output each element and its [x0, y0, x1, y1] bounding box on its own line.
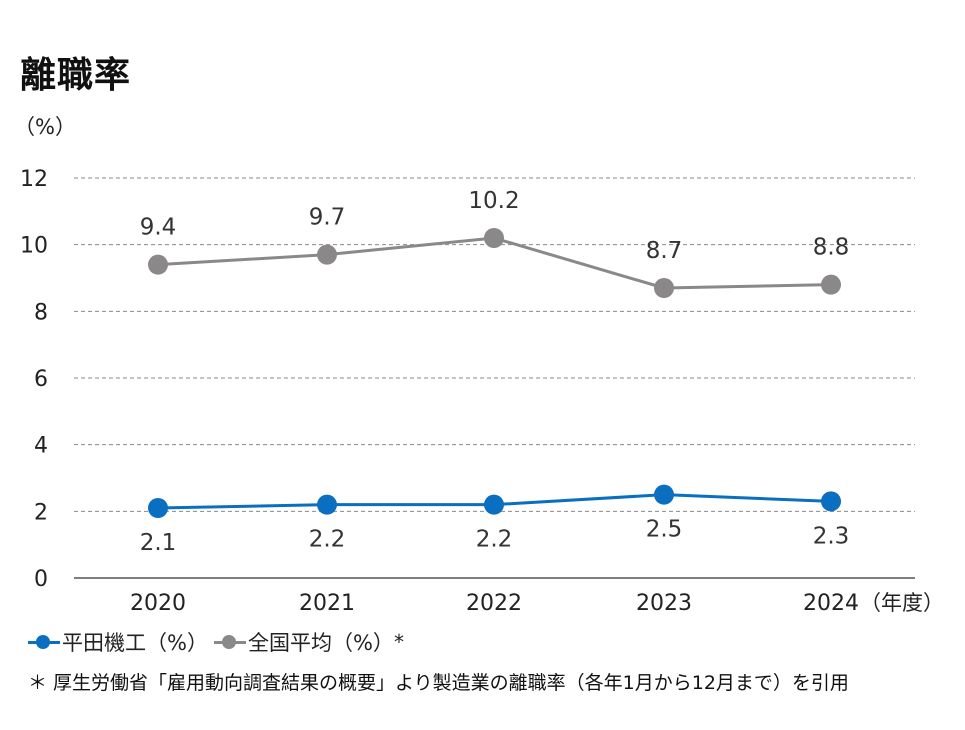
data-label: 9.4: [140, 215, 177, 241]
data-point: [148, 254, 168, 275]
legend-item-hirata: 平田機工（%）: [28, 627, 208, 657]
y-tick-label: 12: [20, 167, 48, 192]
data-point: [317, 244, 337, 265]
data-label: 2.1: [140, 530, 177, 556]
legend-marker-national: [213, 635, 246, 649]
data-point: [654, 278, 674, 298]
data-point: [654, 484, 674, 505]
series-0: 2.1 2.2 2.2 2.5 2.3: [140, 484, 850, 556]
legend-label-national: 全国平均（%）: [247, 631, 394, 655]
data-point: [317, 494, 337, 515]
data-point: [484, 228, 504, 248]
data-label: 2.3: [813, 523, 850, 549]
data-label: 8.8: [813, 235, 850, 261]
legend: 平田機工（%） 全国平均（%） *: [28, 627, 410, 657]
y-tick-label: 10: [20, 234, 48, 259]
x-tick-label: 2022: [466, 591, 522, 616]
y-tick-label: 2: [34, 500, 48, 525]
y-tick-label: 6: [34, 367, 48, 392]
x-tick-label: 2020: [130, 591, 186, 616]
data-point: [148, 498, 168, 518]
x-tick-label: 2021: [299, 591, 355, 616]
footnote: ＊ 厚生労働省「雇用動向調査結果の概要」より製造業の離職率（各年1月から12月ま…: [28, 672, 849, 694]
legend-marker-hirata: [28, 635, 60, 649]
data-label: 9.7: [309, 205, 346, 231]
y-tick-label: 8: [34, 300, 48, 325]
y-tick-label: 4: [34, 434, 48, 459]
y-tick-label: 0: [34, 567, 48, 592]
data-point: [821, 491, 841, 512]
data-label: 8.7: [646, 238, 683, 264]
legend-label-hirata: 平田機工（%）: [62, 631, 208, 655]
legend-item-national: 全国平均（%） *: [213, 627, 404, 657]
data-point: [484, 494, 504, 515]
data-point: [821, 274, 841, 295]
data-label: 2.2: [476, 527, 513, 553]
y-axis-unit: （%）: [14, 115, 76, 139]
chart-title: 離職率: [20, 55, 132, 96]
series-1: 9.4 9.7 10.2 8.7 8.8: [140, 188, 850, 298]
x-tick-label: 2024: [803, 591, 859, 616]
data-label: 10.2: [468, 188, 519, 214]
data-label: 2.2: [309, 527, 346, 553]
x-tick-label: 2023: [636, 591, 692, 616]
x-axis-unit: （年度）: [860, 591, 944, 615]
data-label: 2.5: [646, 517, 683, 543]
